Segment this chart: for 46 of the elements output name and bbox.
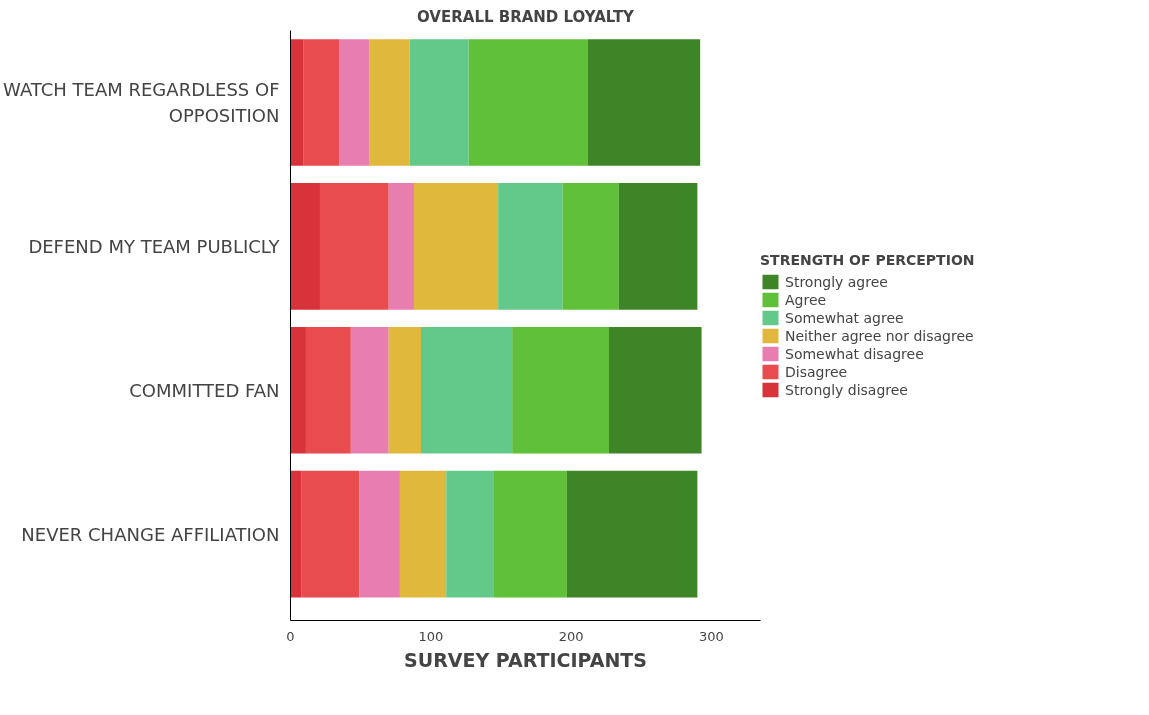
bar: [369, 39, 410, 166]
legend-label: Somewhat disagree: [785, 344, 924, 363]
bar: [319, 183, 389, 310]
bar: [339, 39, 370, 166]
legend-label: Disagree: [785, 362, 848, 381]
legend-label: Somewhat agree: [785, 308, 904, 327]
chart-title: OVERALL BRAND LOYALTY: [417, 7, 636, 26]
bar: [468, 39, 588, 166]
legend-title: STRENGTH OF PERCEPTION: [760, 251, 975, 268]
bar: [420, 326, 513, 454]
bar: [498, 183, 563, 310]
bar: [388, 183, 414, 310]
bar: [305, 326, 351, 454]
legend-label: Strongly agree: [785, 272, 888, 291]
bar: [388, 326, 421, 454]
legend-label: Strongly disagree: [785, 380, 908, 399]
bar: [566, 470, 698, 598]
y-tick-label: WATCH TEAM REGARDLESS OF OPPOSITION: [3, 79, 280, 126]
y-tick-label: NEVER CHANGE AFFILIATION: [21, 523, 280, 545]
y-tick-label: DEFEND MY TEAM PUBLICLY: [28, 235, 281, 257]
bar: [399, 470, 447, 598]
y-tick-label: COMMITTED FAN: [129, 379, 280, 401]
x-axis-title: SURVEY PARTICIPANTS: [404, 648, 647, 671]
bar: [359, 470, 400, 598]
bar: [587, 39, 701, 166]
bar: [446, 470, 494, 598]
bar: [493, 470, 567, 598]
x-tick-label: 100: [418, 628, 444, 644]
x-tick-label: 0: [286, 628, 295, 644]
bar: [350, 326, 389, 454]
bar: [290, 470, 302, 598]
x-tick-label: 200: [558, 628, 584, 644]
bar: [301, 470, 360, 598]
bar: [562, 183, 619, 310]
legend-label: Agree: [785, 290, 827, 309]
bar: [618, 183, 698, 310]
bar: [608, 326, 702, 454]
x-tick-label: 300: [698, 628, 724, 644]
bar: [290, 183, 320, 310]
legend-label: Neither agree nor disagree: [785, 326, 974, 345]
bar: [512, 326, 609, 454]
bar: [290, 326, 306, 454]
bar: [303, 39, 340, 166]
bar: [409, 39, 469, 166]
bar: [290, 39, 304, 166]
bar: [413, 183, 499, 310]
